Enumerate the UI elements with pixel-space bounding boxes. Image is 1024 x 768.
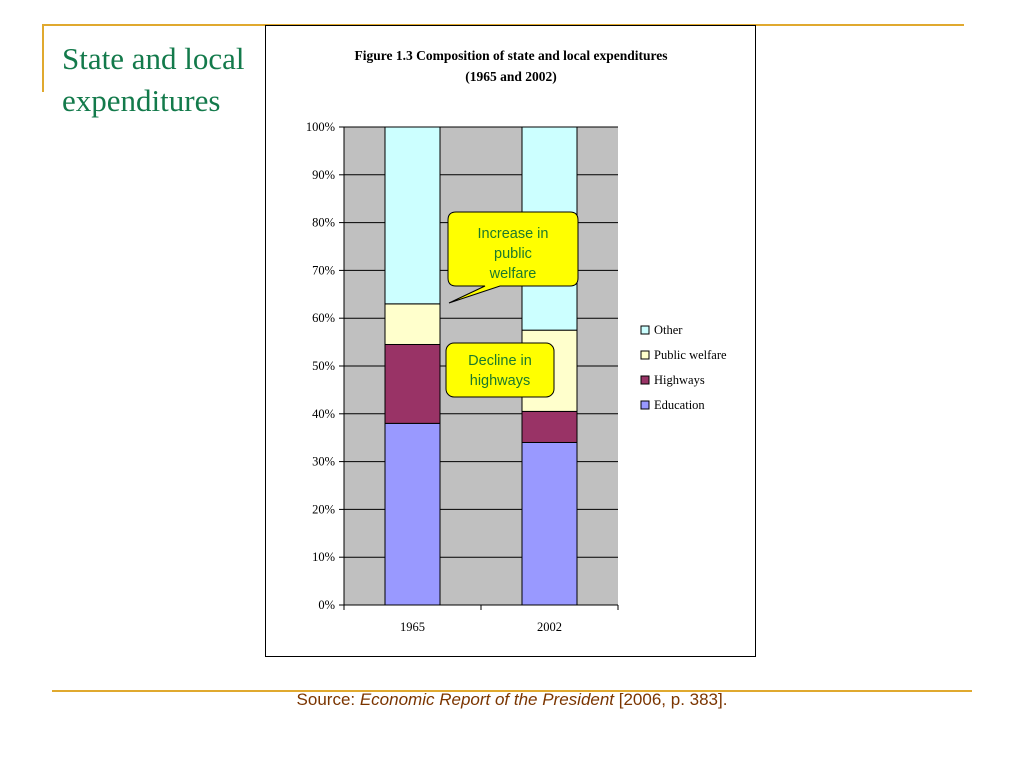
legend-label: Highways [654,373,705,387]
chart: Figure 1.3 Composition of state and loca… [306,48,727,634]
source-prefix: Source: [296,690,360,709]
chart-title: Figure 1.3 Composition of state and loca… [354,48,667,63]
callout-text-highways: highways [470,373,530,389]
callout-box-highways [445,342,555,398]
legend-label: Education [654,398,705,412]
slide-title: State and local expenditures [62,41,245,118]
y-tick-label: 30% [312,455,335,469]
x-tick-label: 2002 [537,620,562,634]
legend-label: Other [654,323,683,337]
bar-segment-other [384,126,441,305]
callout-text-welfare: public [494,246,532,262]
legend-swatch [640,350,650,360]
callout-text-highways: Decline in [468,353,532,369]
legend-label: Public welfare [654,348,727,362]
callout-text-welfare: welfare [489,266,537,282]
callout-bubble-welfare [447,211,579,304]
bar-segment-education [521,441,578,606]
callout-text-welfare: Increase in [478,226,549,242]
source-citation: Source: Economic Report of the President… [0,690,1024,710]
y-tick-label: 10% [312,550,335,564]
y-tick-label: 90% [312,168,335,182]
x-tick-label: 1965 [400,620,425,634]
bar-segment-highways [384,343,441,424]
chart-frame: Figure 1.3 Composition of state and loca… [265,25,756,657]
left-accent-rule [42,24,44,92]
legend-swatch [640,325,650,335]
y-tick-label: 80% [312,216,335,230]
source-suffix: [2006, p. 383]. [614,690,728,709]
source-title: Economic Report of the President [359,690,615,709]
bar-segment-public-welfare [384,303,441,345]
y-tick-label: 70% [312,263,335,277]
y-tick-label: 100% [306,120,335,134]
chart-subtitle: (1965 and 2002) [465,69,557,84]
y-tick-label: 20% [312,502,335,516]
bar-segment-highways [521,410,578,443]
y-tick-label: 0% [318,598,335,612]
y-tick-label: 50% [312,359,335,373]
y-tick-label: 40% [312,407,335,421]
y-tick-label: 60% [312,311,335,325]
legend-swatch [640,375,650,385]
bottom-rule [52,690,972,692]
bar-segment-education [384,422,441,606]
legend-swatch [640,400,650,410]
